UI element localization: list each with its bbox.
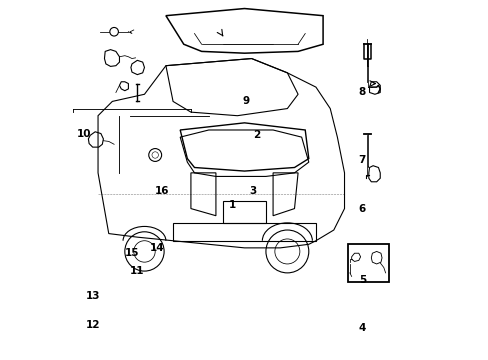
Text: 5: 5 <box>358 275 365 285</box>
Text: 11: 11 <box>130 266 144 276</box>
Text: 10: 10 <box>76 129 91 139</box>
Text: 4: 4 <box>358 323 366 333</box>
Text: 15: 15 <box>124 248 139 258</box>
Text: 16: 16 <box>155 186 169 196</box>
Text: 13: 13 <box>85 291 100 301</box>
Bar <box>347 244 388 282</box>
Text: 1: 1 <box>228 200 235 210</box>
Text: 9: 9 <box>242 96 249 107</box>
Text: 12: 12 <box>85 320 100 330</box>
Bar <box>223 202 265 223</box>
Text: 14: 14 <box>149 243 164 253</box>
Text: 8: 8 <box>358 87 365 98</box>
Text: 6: 6 <box>358 203 365 213</box>
Text: 3: 3 <box>249 186 257 196</box>
Text: 2: 2 <box>253 130 260 140</box>
Text: 7: 7 <box>358 156 366 165</box>
